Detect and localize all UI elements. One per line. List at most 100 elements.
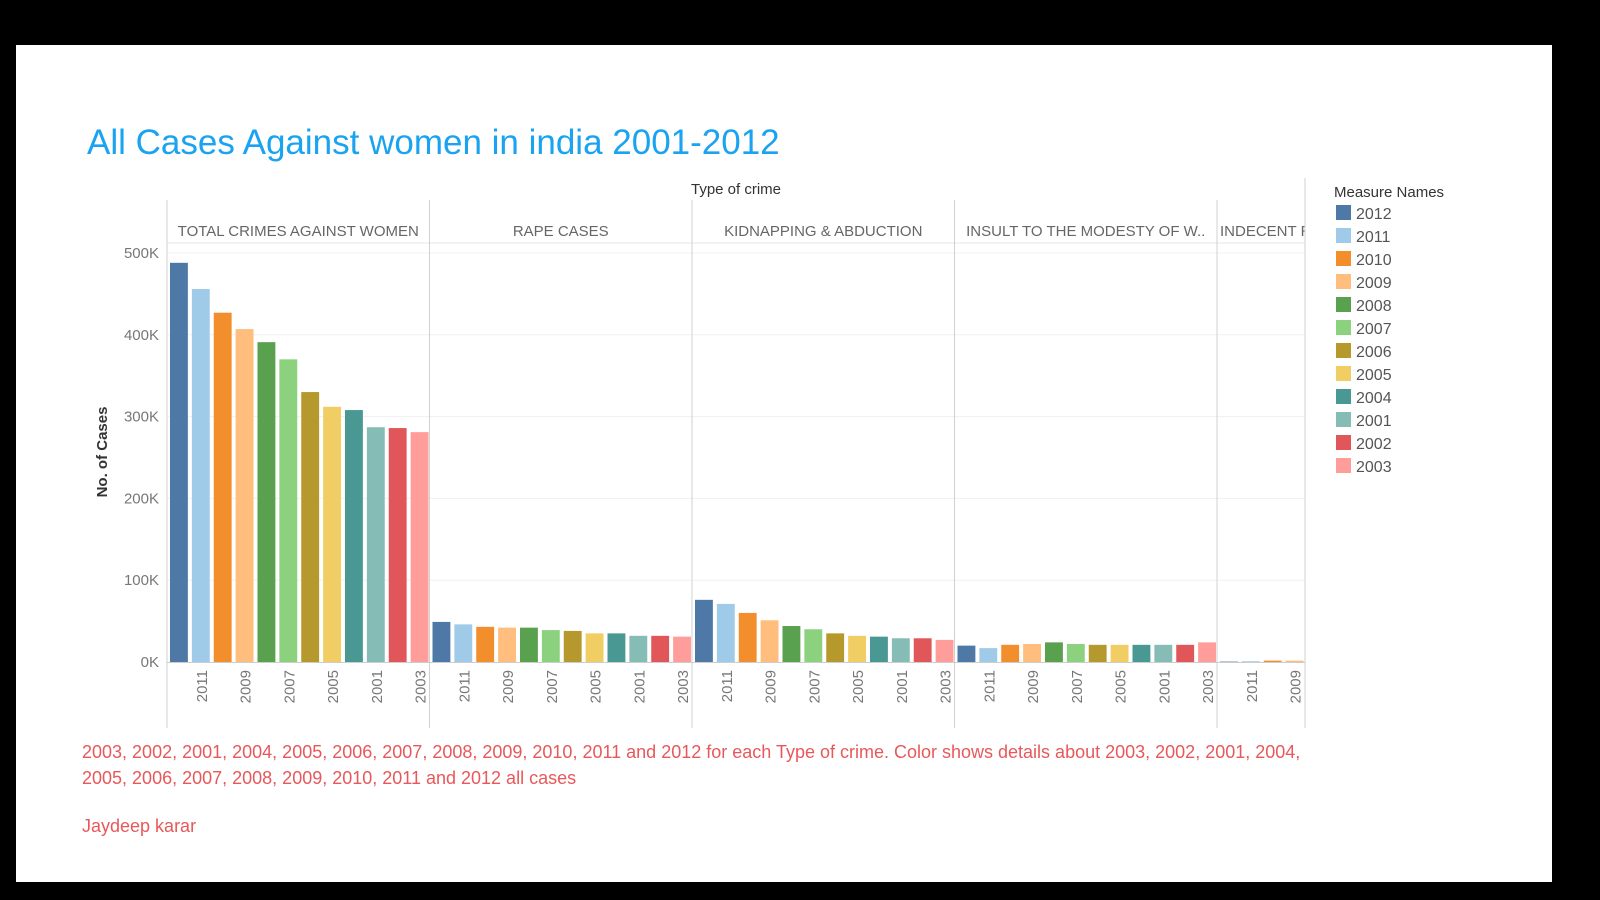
- bar-2010: [213, 312, 232, 662]
- panel-header: RAPE CASES: [513, 223, 609, 240]
- x-tick-label: 2005: [588, 670, 605, 703]
- bar-2007: [1066, 644, 1085, 662]
- bar-2009: [1285, 660, 1304, 662]
- bar-2003: [935, 639, 954, 662]
- bar-2009: [760, 620, 779, 662]
- legend-swatch-2002: [1336, 435, 1351, 450]
- x-tick-label: 2001: [894, 670, 911, 703]
- bar-2010: [1001, 644, 1020, 662]
- x-tick-label: 2009: [238, 670, 255, 703]
- bar-2010: [476, 626, 495, 662]
- x-tick-label: 2007: [1331, 670, 1348, 703]
- legend-label: 2007: [1356, 321, 1392, 338]
- x-tick-label: 2009: [763, 670, 780, 703]
- y-tick-label: 200K: [124, 490, 159, 507]
- legend-swatch-2004: [1336, 389, 1351, 404]
- x-tick-label: 2007: [544, 670, 561, 703]
- legend-label: 2012: [1356, 206, 1392, 223]
- legend-label: 2010: [1356, 252, 1392, 269]
- legend-label: 2008: [1356, 298, 1392, 315]
- bar-2005: [1110, 644, 1129, 662]
- bar-2012: [695, 599, 713, 662]
- x-tick-label: 2011: [719, 670, 736, 702]
- bar-2004: [1132, 644, 1151, 662]
- bar-2012: [957, 645, 976, 662]
- bar-2007: [804, 629, 823, 662]
- x-tick-label: 2003: [1200, 670, 1217, 703]
- bar-2006: [1088, 644, 1107, 662]
- x-tick-label: 2011: [1244, 670, 1261, 702]
- panels: TOTAL CRIMES AGAINST WOMEN 2011 2009 2007 20…: [170, 223, 1480, 703]
- x-tick-label: 2003: [938, 670, 955, 703]
- bar-2002: [388, 428, 407, 662]
- bar-2009: [498, 627, 516, 662]
- legend-label: 2006: [1356, 344, 1392, 361]
- legend-swatch-2003: [1336, 458, 1351, 473]
- x-tick-label: 2005: [850, 670, 867, 703]
- legend-swatch-2006: [1336, 343, 1351, 358]
- x-tick-label: 2003: [1463, 670, 1480, 703]
- x-tick-label: 2003: [413, 670, 430, 703]
- author-credit: Jaydeep karar: [82, 816, 197, 836]
- bar-2002: [651, 635, 670, 662]
- bar-2010: [1263, 660, 1282, 662]
- x-tick-label: 2003: [675, 670, 692, 703]
- bar-2006: [563, 630, 582, 662]
- page-title: All Cases Against women in india 2001-20…: [87, 123, 780, 162]
- legend-label: 2005: [1356, 367, 1392, 384]
- bar-2007: [279, 359, 298, 662]
- legend-swatch-2011: [1336, 228, 1351, 243]
- bar-2010: [738, 612, 757, 662]
- bar-2004: [607, 633, 626, 662]
- x-tick-label: 2007: [1069, 670, 1086, 703]
- panel-header: INSULT TO THE MODESTY OF W..: [966, 223, 1205, 240]
- legend-swatch-2005: [1336, 366, 1351, 381]
- bar-2006: [301, 392, 320, 662]
- bar-2008: [520, 627, 538, 662]
- bar-2008: [782, 626, 801, 662]
- legend-label: 2002: [1356, 436, 1392, 453]
- legend-label: 2011: [1356, 229, 1391, 246]
- legend-swatch-2009: [1336, 274, 1351, 289]
- legend-label: 2004: [1356, 390, 1392, 407]
- bar-2012: [1220, 661, 1238, 663]
- bar-2002: [913, 638, 932, 662]
- bar-2001: [629, 635, 648, 662]
- y-tick-label: 300K: [124, 409, 159, 426]
- bar-2002: [1176, 644, 1195, 662]
- bar-2001: [891, 638, 910, 662]
- panel-header: KIDNAPPING & ABDUCTION: [724, 223, 922, 240]
- legend-swatch-2001: [1336, 412, 1351, 427]
- bar-2012: [432, 621, 451, 662]
- bar-2011: [454, 624, 473, 662]
- bar-2005: [323, 406, 341, 662]
- x-tick-label: 2005: [1113, 670, 1130, 703]
- bar-2008: [1045, 642, 1063, 662]
- bar-2005: [585, 633, 604, 662]
- panel-header: TOTAL CRIMES AGAINST WOMEN: [178, 223, 419, 240]
- x-tick-label: 2005: [1375, 670, 1392, 703]
- bar-2011: [716, 603, 735, 662]
- column-header: Type of crime: [691, 181, 781, 198]
- x-tick-label: 2007: [281, 670, 298, 703]
- bar-2004: [345, 410, 363, 662]
- bar-2011: [979, 648, 998, 662]
- bar-2009: [235, 329, 254, 662]
- x-tick-label: 2011: [456, 670, 473, 702]
- x-tick-label: 2009: [500, 670, 517, 703]
- x-tick-label: 2009: [1288, 670, 1305, 703]
- legend-title: Measure Names: [1334, 184, 1444, 201]
- x-tick-label: 2001: [369, 670, 386, 703]
- bar-2003: [1198, 642, 1216, 662]
- legend-swatch-2012: [1336, 205, 1351, 220]
- bar-2007: [541, 630, 560, 662]
- y-axis-label: No. of Cases: [94, 407, 111, 498]
- x-tick-label: 2011: [981, 670, 998, 702]
- y-tick-label: 100K: [124, 572, 159, 589]
- x-tick-label: 2001: [1419, 670, 1436, 703]
- bar-2003: [410, 432, 429, 662]
- bar-2009: [1023, 644, 1041, 662]
- bar-2001: [1154, 644, 1173, 662]
- bar-2004: [870, 636, 888, 662]
